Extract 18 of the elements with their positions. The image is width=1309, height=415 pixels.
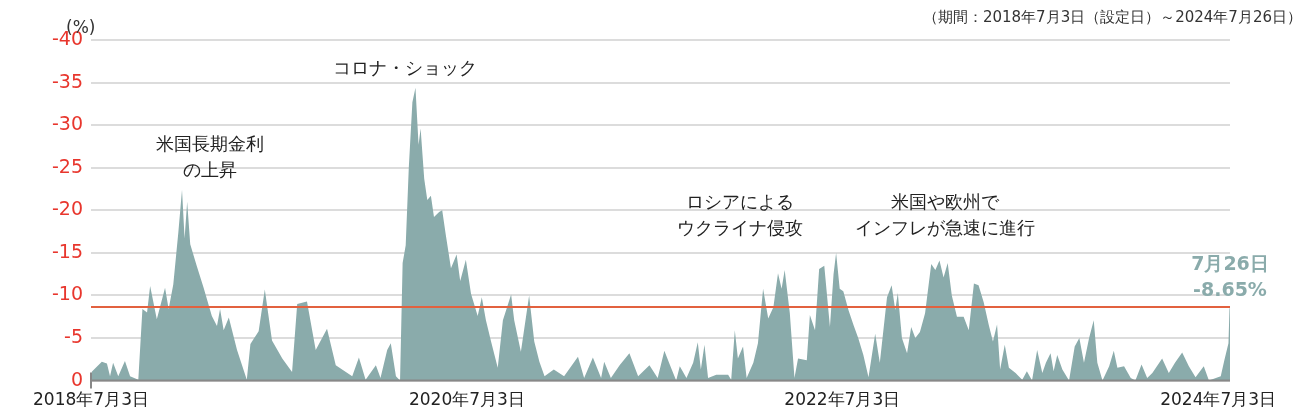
x-tick-label: 2022年7月3日 [784, 389, 901, 410]
y-tick-label: -30 [51, 112, 83, 135]
y-tick-label: 0 [70, 367, 83, 390]
y-tick-label: -25 [51, 154, 83, 177]
chart-subtitle: （期間：2018年7月3日（設定日）～2024年7月26日） [922, 8, 1302, 26]
annotation: 7月26日 -8.65% [1191, 252, 1269, 301]
y-tick-label: -5 [64, 324, 83, 347]
y-tick-label: -20 [51, 197, 83, 220]
annotation: 米国や欧州でインフレが急速に進行 [855, 190, 1035, 238]
x-tick-label: 2018年7月3日 [33, 389, 149, 410]
x-tick-label: 2024年7月3日 [1160, 389, 1277, 410]
x-tick-label: 2020年7月3日 [408, 389, 525, 410]
annotation: コロナ・ショック [333, 56, 477, 78]
y-tick-label: -15 [51, 239, 83, 262]
annotation: ロシアによるウクライナ侵攻 [677, 190, 803, 238]
annotation: 米国長期金利の上昇 [156, 132, 264, 180]
y-tick-label: -10 [51, 282, 83, 305]
y-tick-label: -35 [51, 69, 83, 92]
